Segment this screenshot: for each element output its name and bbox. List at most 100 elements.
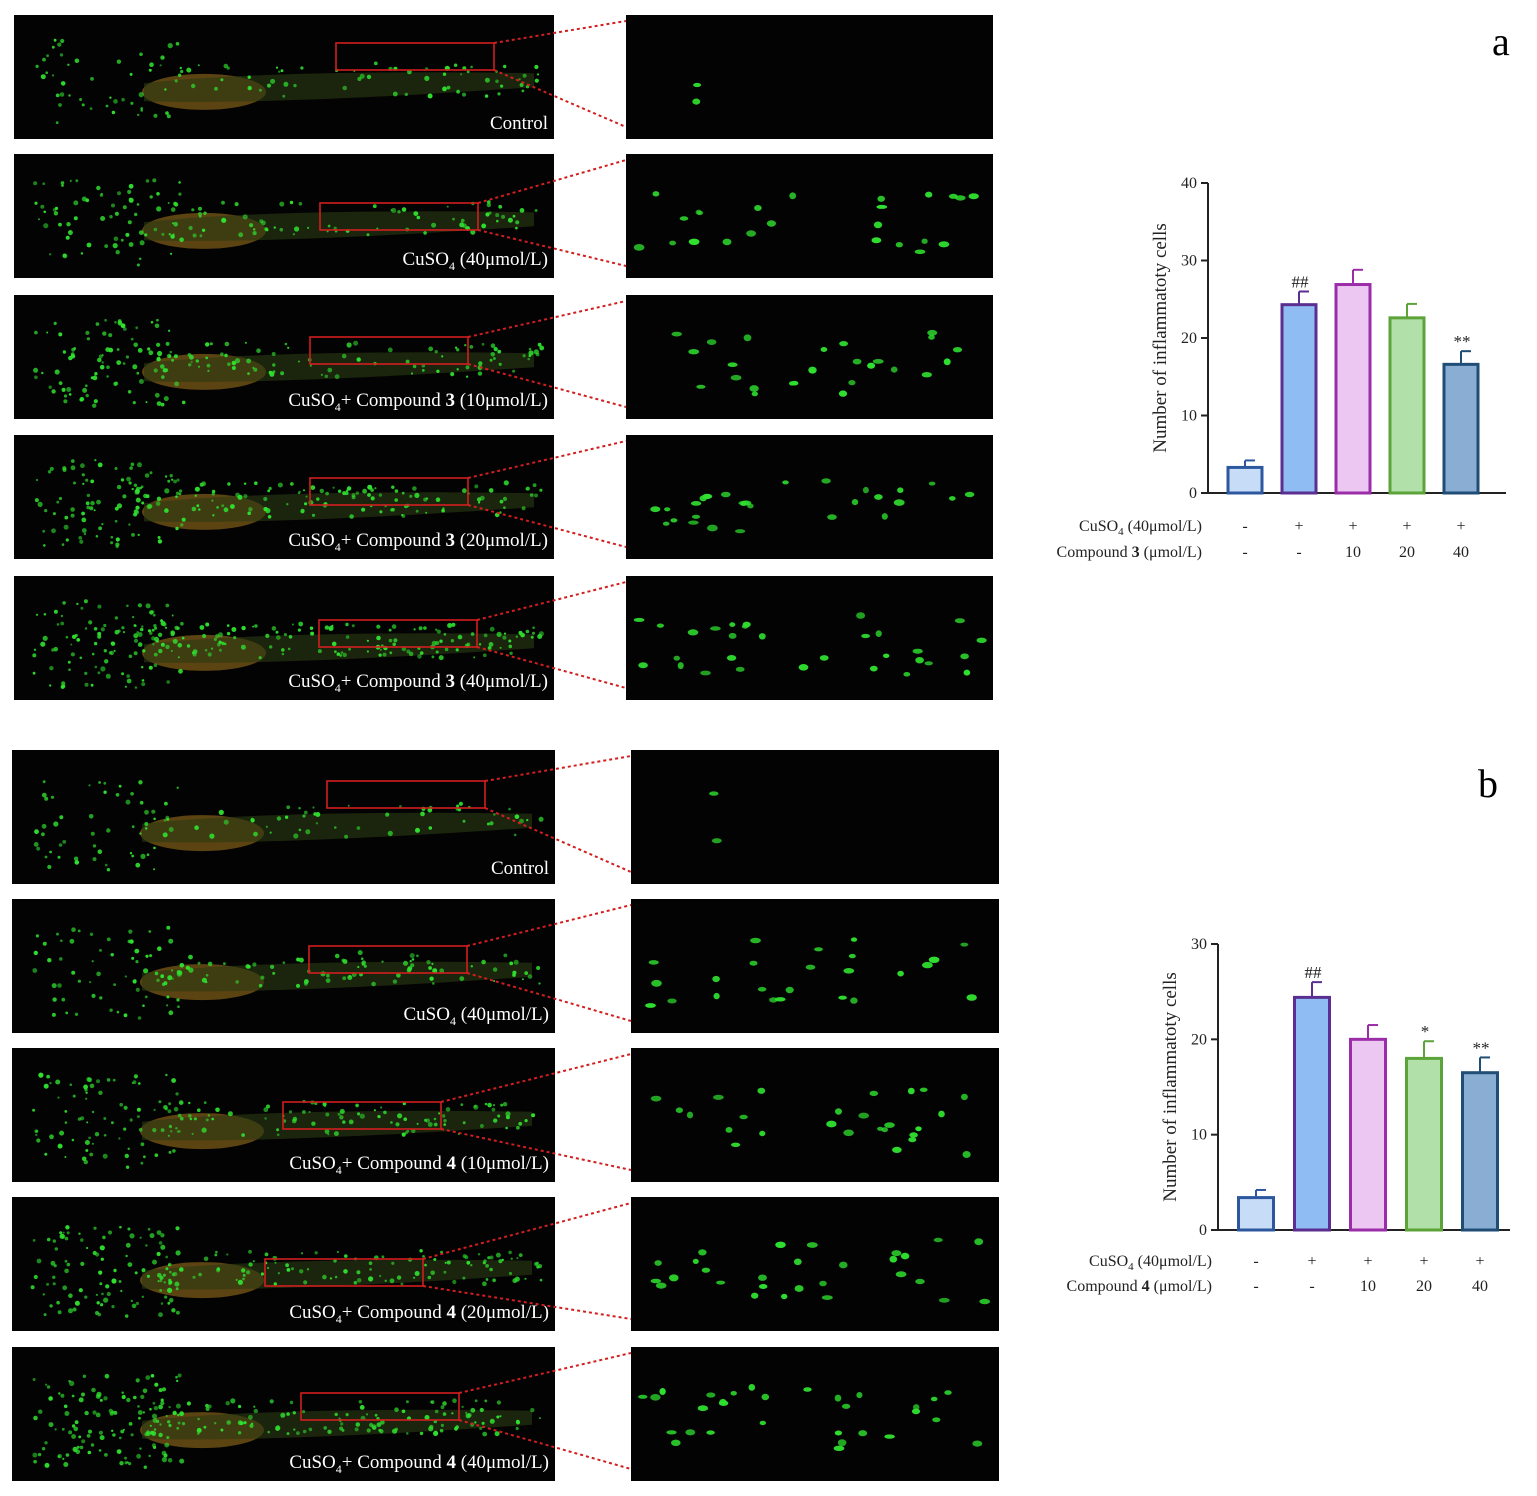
row2-bold: 3 [1132,544,1140,561]
fluorescent-cell [133,624,137,627]
fluorescent-cell [387,347,393,353]
fluorescent-cell [433,1258,437,1261]
fluorescent-cell [111,110,116,115]
fluorescent-cell [37,1452,42,1457]
fluorescent-cell [440,1250,444,1254]
fluorescent-cell [964,491,975,498]
fluorescent-cell [58,1392,61,1395]
fluorescent-cell [158,1404,164,1410]
fluorescent-cell [421,369,425,372]
condition-label-mid: + Compound [340,390,446,412]
fluorescent-cell [264,1252,269,1257]
fluorescent-cell [273,226,276,229]
fluorescent-cell [100,1257,104,1261]
fluorescent-cell [120,238,124,242]
fluorescent-cell [99,1245,105,1251]
fluorescent-cell [383,1110,387,1115]
fluorescent-cell [99,364,105,370]
fluorescent-cell [40,204,45,209]
fluorescent-cell [465,1411,468,1414]
fluorescent-cell [438,1112,441,1115]
fluorescent-cell [152,613,156,617]
fluorescent-cell [327,367,333,373]
fluorescent-cell [102,1235,106,1240]
fluorescent-cell [148,665,153,670]
fluorescent-cell [912,648,923,654]
fluorescent-cell [162,832,168,838]
fluorescent-cell [493,347,498,352]
fluorescent-cell [63,1462,69,1467]
fluorescent-cell [263,1107,269,1113]
fluorescent-cell [125,1242,131,1248]
fluorescent-cell [122,494,127,499]
fluorescent-cell [104,659,109,664]
fluorescent-cell [979,1298,991,1305]
fluorescent-cell [49,1304,53,1308]
fluorescent-cell [59,1233,65,1239]
condition-label-sub: 4 [335,1163,342,1177]
fluorescent-cell [686,1111,694,1119]
fluorescent-cell [421,812,425,815]
fluorescent-cell [785,986,794,994]
fluorescent-cell [138,230,144,235]
fluorescent-cell [175,1287,179,1291]
fluorescent-cell [150,320,154,324]
fluorescent-cell [139,627,144,632]
fluorescent-cell [51,45,55,49]
fluorescent-cell [192,1275,196,1279]
fluorescent-cell [403,1117,408,1121]
zoom-fluorescence [650,478,975,534]
fluorescent-cell [874,494,883,500]
fluorescent-cell [61,184,64,187]
fluorescent-cell [741,624,749,629]
condition-label: Control [491,858,549,880]
fluorescent-cell [74,1012,79,1016]
fluorescent-cell [114,506,119,511]
larva-image: Control [14,15,554,139]
fluorescent-cell [113,983,116,986]
fluorescent-cell [91,1142,94,1145]
fluorescent-cell [54,1247,58,1251]
zoom-image [631,1347,999,1481]
fluorescent-cell [426,960,431,965]
fluorescent-cell [489,626,495,632]
fluorescent-cell [79,1445,84,1450]
fluorescent-cell [84,671,88,675]
fluorescent-cell [895,242,903,248]
fluorescent-cell [871,237,882,244]
fluorescent-cell [215,1250,218,1254]
fluorescent-cell [465,375,469,378]
fluorescent-cell [432,982,435,985]
fluorescent-cell [126,476,131,482]
fluorescent-cell [125,1314,129,1318]
fluorescent-cell [167,202,170,204]
fluorescent-cell [909,1132,918,1138]
fluorescent-cell [534,209,538,212]
fluorescent-cell [201,228,206,232]
bar [1280,303,1318,495]
fluorescent-cell [51,983,57,989]
fluorescent-cell [32,1239,36,1242]
fluorescent-cell [128,1462,132,1466]
fluorescent-cell [237,1279,243,1285]
fluorescent-cell [165,644,170,650]
fluorescent-cell [489,1267,493,1272]
fluorescent-cell [86,1246,89,1250]
fluorescent-cell [108,333,113,338]
fluorescent-cell [137,642,143,647]
fluorescent-cell [401,514,404,517]
fluorescent-cell [226,1420,231,1425]
fluorescent-cell [130,101,134,105]
fluorescent-cell [213,637,217,641]
fluorescent-cell [109,1411,114,1416]
fluorescent-cell [135,497,141,503]
condition-row1-label: CuSO4 (40μmol/L) [1089,1253,1212,1273]
fluorescent-cell [100,1303,104,1307]
fluorescent-cell [963,669,971,676]
fluorescent-cell [74,860,80,865]
fluorescent-cell [838,995,847,1000]
fluorescent-cell [103,1396,108,1401]
bar [1405,1056,1443,1232]
fluorescent-cell [34,829,39,835]
fluorescent-cell [481,223,487,229]
